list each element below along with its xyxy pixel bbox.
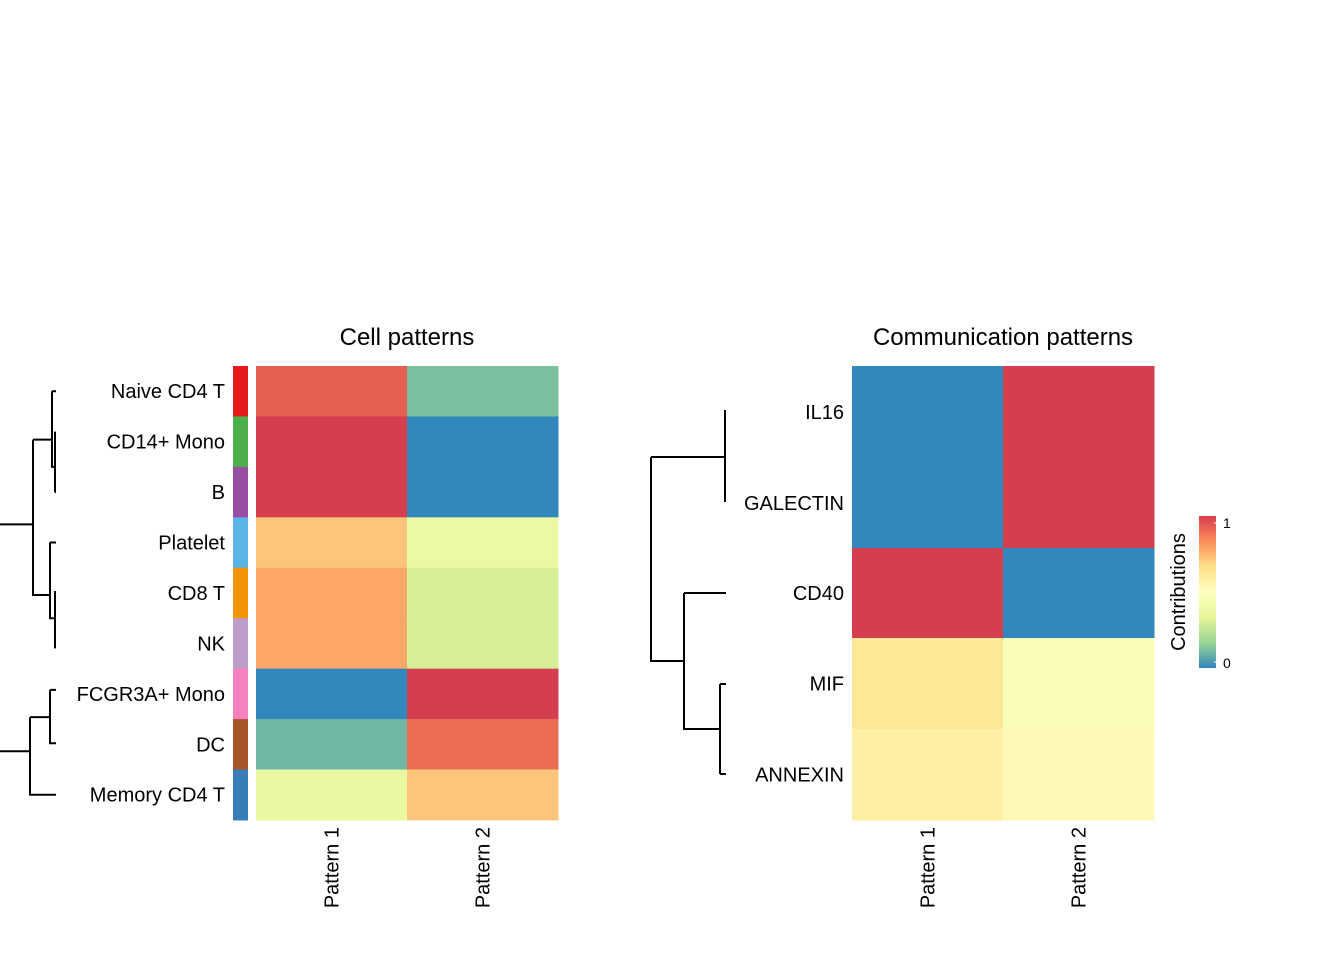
comm-row-dendrogram [650,410,726,775]
comm-dendrogram-branch [719,683,726,775]
column-label-pattern-1: Pattern 1 [918,827,940,908]
cell-dc-pattern-1 [256,719,408,771]
annotation-dc [233,719,248,771]
row-label-naive-cd4-t: Naive CD4 T [111,381,225,403]
cell-heatmap-cells [256,366,559,821]
cell-patterns-title: Cell patterns [340,324,475,351]
cell-b-pattern-1 [256,466,408,518]
cell-il16-pattern-1 [852,366,1004,458]
row-label-cd8-t: CD8 T [168,583,225,605]
cell-dendrogram-branch [29,716,56,796]
comm-heatmap-cells [852,366,1155,821]
row-label-memory-cd4-t: Memory CD4 T [90,785,225,807]
cell-cd40-pattern-1 [852,548,1004,639]
annotation-memory-cd4-t [233,769,248,821]
cell-platelet-pattern-1 [256,517,408,569]
column-label-pattern-1: Pattern 1 [322,827,344,908]
cell-cd14-mono-pattern-1 [256,416,408,468]
cell-platelet-pattern-2 [407,517,559,569]
cell-dendrogram-branch [49,688,56,745]
annotation-platelet [233,517,248,569]
row-label-il16: IL16 [805,402,844,424]
cell-mif-pattern-1 [852,638,1004,730]
cell-nk-pattern-1 [256,618,408,670]
legend-title: Contributions [1168,533,1190,651]
row-label-galectin: GALECTIN [744,493,844,515]
legend-min-label: 0 [1223,655,1231,671]
cell-il16-pattern-2 [1003,366,1155,458]
communication-patterns-heatmap: Communication patterns IL16 GALECTIN CD40 M… [650,324,1155,908]
column-label-pattern-2: Pattern 2 [473,827,495,908]
cell-column-labels: Pattern 1 Pattern 2 [322,827,495,908]
row-label-annexin: ANNEXIN [755,765,844,787]
annotation-b [233,466,248,518]
communication-patterns-title: Communication patterns [873,324,1133,351]
cell-cd40-pattern-2 [1003,548,1155,639]
column-label-pattern-2: Pattern 2 [1069,827,1091,908]
annotation-naive-cd4-t [233,366,248,417]
cell-patterns-heatmap: Cell patterns Naive CD4 T CD14+ Mono B Plat… [0,324,559,908]
annotation-cd14-mono [233,416,248,468]
row-label-mif: MIF [810,674,844,696]
row-label-fcgr3a-mono: FCGR3A+ Mono [77,684,225,706]
cell-dendrogram-branch [51,390,56,468]
cell-memory-cd4-t-pattern-1 [256,769,408,821]
color-legend: 1 0 Contributions [1168,515,1231,671]
cell-dendrogram-branch [49,541,56,620]
annotation-cd8-t [233,567,248,619]
cell-row-annotation [233,366,248,821]
cell-galectin-pattern-2 [1003,457,1155,549]
cell-row-dendrogram [0,390,56,796]
row-label-dc: DC [196,734,225,756]
annotation-nk [233,618,248,670]
cell-memory-cd4-t-pattern-2 [407,769,559,821]
cell-annexin-pattern-1 [852,729,1004,821]
comm-column-labels: Pattern 1 Pattern 2 [918,827,1091,908]
cell-fcgr3a-mono-pattern-1 [256,668,408,720]
cell-dendrogram-branch [32,438,52,596]
cell-annexin-pattern-2 [1003,729,1155,821]
legend-max-label: 1 [1223,515,1231,531]
row-label-nk: NK [197,633,225,655]
cell-b-pattern-2 [407,466,559,518]
cell-nk-pattern-2 [407,618,559,670]
cell-mif-pattern-2 [1003,638,1155,730]
comm-dendrogram-branch [650,457,684,662]
legend-color-bar [1199,516,1216,668]
row-label-platelet: Platelet [158,533,225,555]
cell-cd14-mono-pattern-2 [407,416,559,468]
row-label-cd40: CD40 [793,583,844,605]
cell-naive-cd4-t-pattern-1 [256,366,408,417]
row-label-b: B [212,482,225,504]
cell-row-labels: Naive CD4 T CD14+ Mono B Platelet CD8 T NK FCG… [77,381,226,807]
comm-row-labels: IL16 GALECTIN CD40 MIF ANNEXIN [744,402,844,787]
cell-naive-cd4-t-pattern-2 [407,366,559,417]
cell-cd8-t-pattern-2 [407,567,559,619]
cell-dendrogram-branch [54,431,56,494]
cell-cd8-t-pattern-1 [256,567,408,619]
cell-galectin-pattern-1 [852,457,1004,549]
annotation-fcgr3a-mono [233,668,248,720]
cell-dc-pattern-2 [407,719,559,771]
cell-fcgr3a-mono-pattern-2 [407,668,559,720]
comm-dendrogram-branch [683,592,726,730]
row-label-cd14-mono: CD14+ Mono [107,432,225,454]
